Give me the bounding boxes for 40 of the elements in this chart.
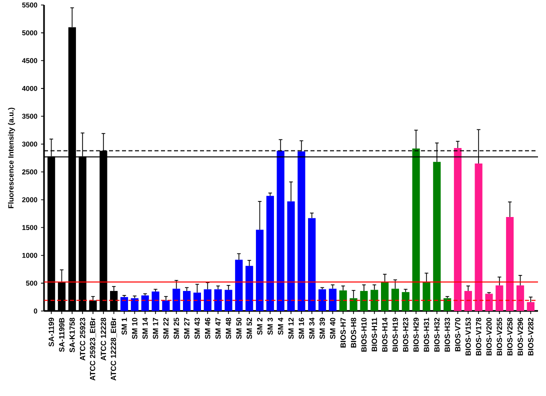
bar (444, 298, 452, 311)
bar (350, 298, 358, 311)
bar (193, 292, 202, 311)
bar (526, 302, 534, 311)
bar (422, 282, 430, 311)
bar (516, 285, 524, 311)
bar (224, 290, 232, 311)
bar (391, 288, 400, 311)
bar (130, 298, 138, 311)
bar (214, 289, 222, 311)
bar (308, 218, 316, 311)
bar (172, 288, 180, 311)
bar (318, 289, 326, 311)
bar (454, 148, 462, 311)
bar (298, 151, 306, 311)
bar (402, 292, 410, 311)
bar (141, 295, 149, 311)
bar (204, 289, 212, 311)
bar (235, 260, 243, 311)
bar (412, 148, 420, 311)
bar (266, 196, 274, 311)
bar (380, 282, 389, 311)
bar (474, 164, 482, 311)
bar (152, 292, 160, 311)
bar (360, 290, 368, 311)
bar (182, 290, 191, 311)
bar (464, 290, 472, 311)
bar (287, 201, 295, 311)
bar (328, 288, 336, 311)
bar (370, 290, 378, 311)
bar (120, 297, 128, 311)
bar (246, 266, 254, 311)
bar (496, 285, 504, 311)
bar (256, 230, 264, 311)
bar (162, 300, 170, 311)
bar (506, 216, 514, 311)
bar (276, 150, 284, 311)
bar (433, 162, 441, 311)
bar (339, 290, 347, 311)
bar (485, 294, 493, 311)
